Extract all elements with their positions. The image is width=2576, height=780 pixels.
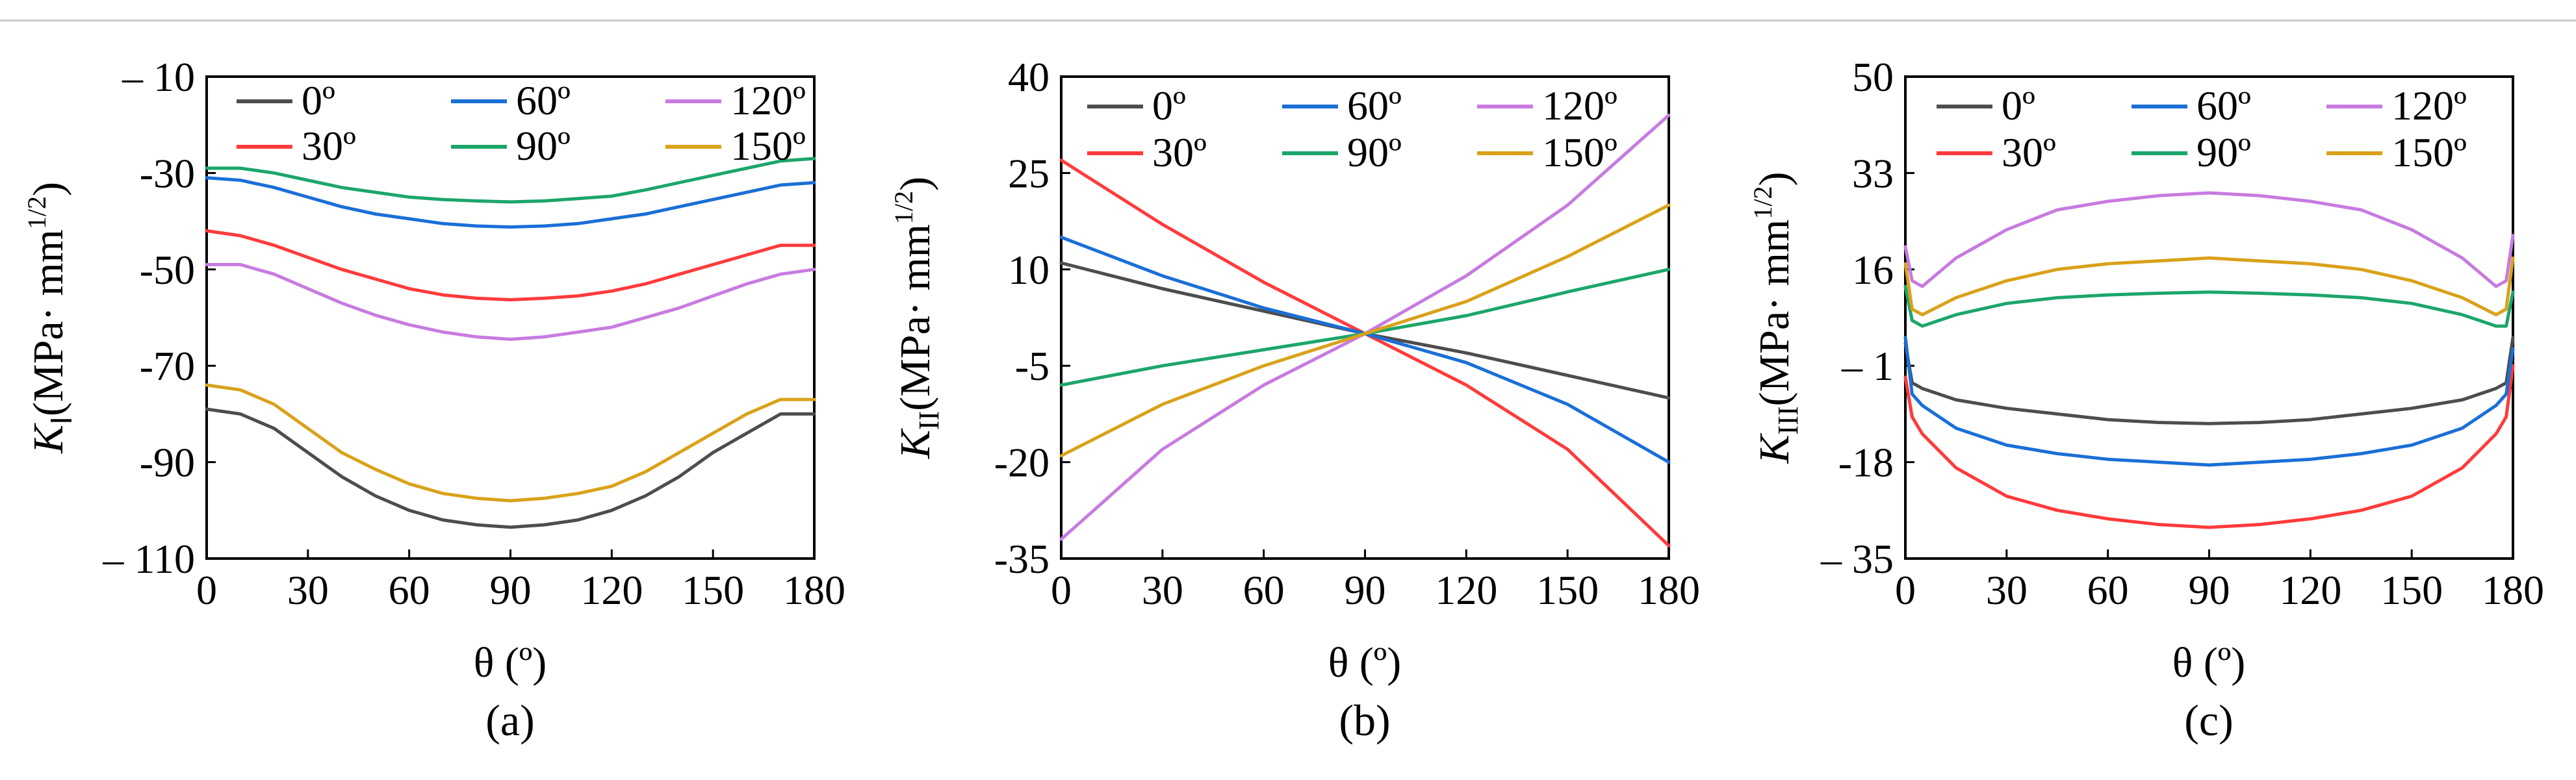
panel-c-ytick-label: – 1 [1841, 343, 1894, 389]
panel-c-label: (c) [2184, 696, 2233, 745]
panel-a-ytick-label: – 110 [102, 536, 195, 582]
panel-c-xtick-label: 120 [2279, 567, 2341, 613]
panel-b-xtick-label: 90 [1345, 567, 1386, 613]
panel-a-legend-label: 60º [516, 77, 571, 123]
panel-c-legend-label: 60º [2196, 82, 2251, 129]
panel-b-xtick-label: 180 [1638, 567, 1700, 613]
panel-a-series-120deg [205, 262, 816, 341]
panel-c-series-90deg [1903, 284, 2515, 328]
panel-a-series-0deg [205, 407, 816, 529]
panel-c-legend-label: 0º [2002, 82, 2035, 129]
panel-b-legend-label: 90º [1347, 129, 1402, 175]
panel-c-ytick-label: 16 [1852, 247, 1894, 293]
panel-a-legend-label: 0º [302, 77, 335, 123]
panel-c-ytick-label: – 35 [1820, 536, 1894, 582]
top-divider-line [0, 19, 2576, 21]
panel-b-series-150deg [1059, 203, 1671, 458]
panel-b-series-60deg [1059, 235, 1671, 464]
panel-a-series-30deg [205, 229, 816, 301]
panel-a-xtick-label: 90 [490, 567, 532, 613]
panel-b-legend-label: 150º [1542, 129, 1617, 175]
panel-b-series-120deg [1059, 113, 1671, 541]
panel-c-legend-label: 90º [2196, 129, 2251, 175]
panel-c-series-60deg [1903, 336, 2515, 467]
panel-a-series-90deg [205, 157, 816, 204]
panel-a-xtick-label: 120 [580, 567, 643, 613]
panel-c-xtick-label: 180 [2482, 567, 2544, 613]
panel-c-ytick-label: -18 [1838, 440, 1894, 486]
panel-a-ylabel: KⅠ(MPa· mm1/2) [22, 182, 78, 454]
panel-c-legend-label: 30º [2002, 129, 2056, 175]
panel-b-xtick-label: 150 [1536, 567, 1599, 613]
panel-a-xtick-label: 150 [682, 567, 744, 613]
panel-c-ylabel: KIII(MPa· mm1/2) [1748, 172, 1804, 464]
panel-c-series-30deg [1903, 364, 2515, 529]
panel-a-ytick-label: – 10 [122, 54, 195, 100]
panel-b-ytick-label: 25 [1008, 150, 1050, 196]
panel-c-xtick-label: 90 [2189, 567, 2230, 613]
panel-b-ytick-label: -35 [994, 536, 1050, 582]
panel-c-series-0deg [1903, 336, 2515, 425]
panel-a-label: (a) [485, 696, 534, 745]
panel-b-ylabel: KII(MPa· mm1/2) [889, 177, 945, 459]
panel-c-series-150deg [1903, 256, 2515, 317]
panel-b-label: (b) [1339, 696, 1390, 745]
panel-a-xtick-label: 60 [389, 567, 430, 613]
panel-b-xtick-label: 0 [1051, 567, 1072, 613]
panel-a-xtick-label: 30 [287, 567, 329, 613]
panel-c-legend-label: 120º [2391, 82, 2467, 129]
panel-a-legend-label: 150º [730, 123, 806, 169]
panel-a-xlabel: θ (º) [474, 639, 547, 686]
panel-b-legend-label: 60º [1347, 82, 1402, 129]
panel-c-xtick-label: 150 [2380, 567, 2443, 613]
panel-b-xlabel: θ (º) [1328, 639, 1402, 686]
panel-b-series-0deg [1059, 261, 1671, 400]
panel-c-xtick-label: 0 [1895, 567, 1916, 613]
panel-a: – 10 -30 -50 -70 -90 – 110 0 30 60 90 120 150 180 0… [22, 54, 845, 745]
panel-b-xtick-label: 60 [1243, 567, 1285, 613]
panel-b-ytick-label: 40 [1008, 54, 1050, 100]
panel-a-series-150deg [205, 383, 816, 503]
panel-b-series-30deg [1059, 158, 1671, 547]
panel-b-ytick-label: -5 [1015, 343, 1050, 389]
panel-c-legend-label: 150º [2391, 129, 2467, 175]
panel-a-ytick-label: -50 [140, 247, 195, 293]
panel-b-xtick-label: 120 [1435, 567, 1497, 613]
panel-b-legend-label: 30º [1152, 129, 1207, 175]
panel-a-xtick-label: 0 [196, 567, 217, 613]
panel-a-series-60deg [205, 176, 816, 229]
panel-b-ytick-label: -20 [994, 440, 1050, 486]
panel-a-ytick-label: -90 [140, 440, 195, 486]
panel-b-xtick-label: 30 [1142, 567, 1183, 613]
panel-c-xlabel: θ (º) [2172, 639, 2246, 686]
panel-b-legend-label: 0º [1152, 82, 1186, 129]
panel-a-xtick-label: 180 [783, 567, 845, 613]
panel-a-legend-label: 120º [730, 77, 806, 123]
panel-c-ytick-label: 50 [1852, 54, 1894, 100]
panel-a-legend-label: 90º [516, 123, 571, 169]
panel-c-ytick-label: 33 [1852, 150, 1894, 196]
panel-b-legend-label: 120º [1542, 82, 1617, 129]
panel-c-series-120deg [1903, 191, 2515, 288]
panel-b-ytick-label: 10 [1008, 247, 1050, 293]
panel-a-legend-label: 30º [302, 123, 356, 169]
panel-a-ytick-label: -30 [140, 150, 195, 196]
panel-c-xtick-label: 30 [1986, 567, 2028, 613]
panel-c-xtick-label: 60 [2087, 567, 2129, 613]
panel-a-ytick-label: -70 [140, 343, 195, 389]
panel-a-frame [205, 75, 816, 560]
